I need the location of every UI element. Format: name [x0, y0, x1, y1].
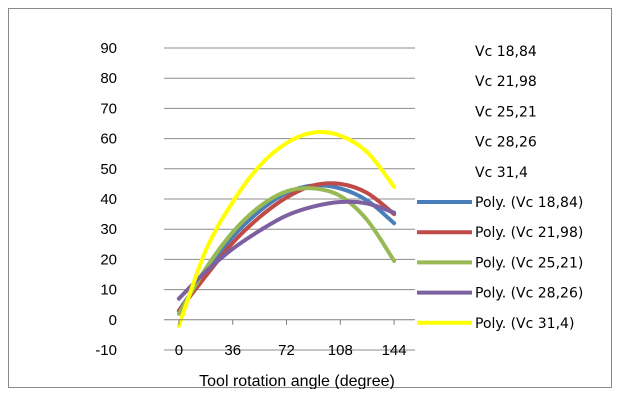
- legend-label: Poly. (Vc 31,4): [475, 316, 574, 332]
- legend-label: Vc 18,84: [475, 44, 537, 60]
- y-tick-label: 80: [100, 70, 117, 87]
- legend-label: Poly. (Vc 25,21): [475, 255, 583, 271]
- y-tick-label: 30: [100, 221, 117, 238]
- chart-frame: -10 0 10 20 30 40 50 60 70 80 90 0 36 72 108 144 Tool …: [8, 8, 612, 389]
- x-tick-label: 108: [328, 342, 353, 359]
- y-tick-label: 50: [100, 161, 117, 178]
- y-tick-label: 60: [100, 131, 117, 148]
- x-tick-label: 72: [278, 342, 295, 359]
- series-lines: [176, 130, 397, 328]
- y-tick-label: 90: [100, 40, 117, 57]
- y-tick-label: 40: [100, 191, 117, 208]
- series-line-3: [176, 186, 397, 316]
- y-tick-label: 10: [100, 282, 117, 299]
- x-tick-label: 0: [175, 342, 183, 359]
- y-tick-label: 0: [109, 312, 117, 329]
- x-axis-title: Tool rotation angle (degree): [199, 373, 395, 389]
- y-tick-label: 20: [100, 251, 117, 268]
- y-tick-label: 70: [100, 100, 117, 117]
- x-tick-label: 144: [382, 342, 407, 359]
- y-tick-label: -10: [95, 342, 117, 359]
- legend-label: Poly. (Vc 21,98): [475, 225, 583, 241]
- x-tick-label: 36: [224, 342, 241, 359]
- legend-label: Poly. (Vc 28,26): [475, 286, 583, 302]
- legend-label: Poly. (Vc 18,84): [475, 195, 583, 211]
- legend-label: Vc 25,21: [475, 104, 537, 120]
- series-line-4: [176, 199, 397, 301]
- chart: -10 0 10 20 30 40 50 60 70 80 90 0 36 72 108 144 Tool …: [95, 40, 583, 389]
- legend-label: Vc 31,4: [475, 165, 528, 181]
- axes: [164, 319, 415, 325]
- legend-label: Vc 28,26: [475, 135, 537, 151]
- y-tick-labels: -10 0 10 20 30 40 50 60 70 80 90: [95, 40, 117, 359]
- gridlines: [164, 47, 415, 351]
- x-tick-labels: 0 36 72 108 144: [175, 342, 407, 359]
- legend-label: Vc 21,98: [475, 74, 537, 90]
- series-line-5: [176, 130, 397, 328]
- legend: Vc 18,84 Vc 21,98 Vc 25,21 Vc 28,26 Vc 31,4 P…: [417, 44, 583, 332]
